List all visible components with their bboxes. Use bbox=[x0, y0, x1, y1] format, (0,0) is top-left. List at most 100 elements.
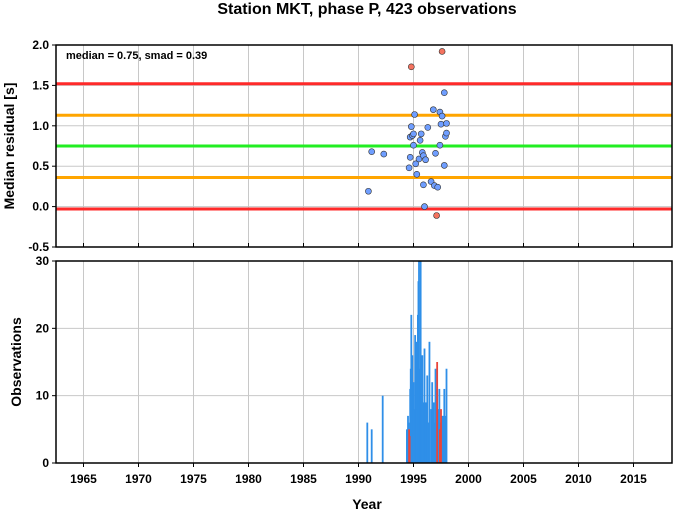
observation-bar bbox=[431, 382, 434, 463]
observation-bar bbox=[419, 261, 422, 463]
observation-bar bbox=[406, 429, 408, 463]
residual-point bbox=[410, 141, 417, 149]
observation-bars bbox=[366, 261, 448, 463]
observation-bar bbox=[432, 402, 435, 463]
residual-stats-annotation: median = 0.75, smad = 0.39 bbox=[66, 50, 207, 62]
year-x-axis-label: Year bbox=[352, 496, 382, 511]
observation-bar bbox=[442, 415, 445, 463]
observation-bar bbox=[408, 436, 411, 463]
residual-point bbox=[406, 154, 414, 161]
year-x-tick-label: 2010 bbox=[565, 472, 592, 486]
observations-y-tick-label: 30 bbox=[36, 254, 50, 268]
observation-bar bbox=[413, 409, 415, 463]
year-x-ticks: 1965 1970 1975 1980 1985 1990 1995 2000 2005 2010… bbox=[70, 463, 647, 486]
residual-point bbox=[424, 124, 432, 131]
residual-reference-lines bbox=[56, 82, 672, 211]
residual-point bbox=[422, 156, 429, 164]
observation-bar bbox=[440, 409, 442, 463]
residual-point bbox=[420, 181, 427, 189]
residual-point bbox=[443, 120, 450, 127]
residual-point bbox=[368, 148, 376, 155]
residual-point bbox=[407, 123, 415, 130]
observation-bar bbox=[381, 395, 384, 463]
observations-y-tick-label: 10 bbox=[36, 389, 50, 403]
observation-bar bbox=[426, 422, 429, 463]
observation-bar bbox=[370, 429, 373, 463]
observation-bar bbox=[421, 355, 424, 463]
observation-bar bbox=[438, 388, 441, 463]
residual-point bbox=[440, 162, 448, 169]
year-x-tick-label: 1980 bbox=[235, 472, 262, 486]
residual-y-tick-label: 1.0 bbox=[32, 119, 49, 133]
residual-point bbox=[410, 130, 417, 138]
residual-point bbox=[417, 130, 425, 138]
observation-bar bbox=[444, 415, 447, 463]
residual-point bbox=[421, 203, 428, 210]
year-x-tick-label: 1995 bbox=[400, 472, 427, 486]
year-x-tick-label: 1975 bbox=[180, 472, 207, 486]
observation-bar bbox=[415, 409, 418, 463]
residual-panel: -0.5 0.0 0.5 1.0 1.5 2.0 median = 0.75, smad … bbox=[1, 38, 673, 254]
residual-y-ticks: -0.5 0.0 0.5 1.0 1.5 2.0 bbox=[28, 38, 56, 254]
observations-panel: 0 10 20 30 1965 1970 1975 1980 1985 1990 1995 2000… bbox=[8, 254, 673, 511]
year-x-tick-label: 1970 bbox=[125, 472, 152, 486]
residual-y-tick-label: 0.5 bbox=[32, 159, 49, 173]
observation-bar bbox=[443, 388, 446, 463]
residual-point bbox=[440, 89, 448, 96]
residual-y-axis-label: Median residual [s] bbox=[1, 83, 17, 210]
year-x-tick-label: 2015 bbox=[620, 472, 647, 486]
observation-bar bbox=[423, 348, 426, 463]
observation-bar bbox=[366, 422, 369, 463]
residual-point bbox=[437, 120, 445, 128]
year-x-tick-label: 1990 bbox=[345, 472, 372, 486]
observations-y-tick-label: 20 bbox=[36, 321, 50, 335]
observation-bar bbox=[441, 415, 443, 463]
year-x-tick-label: 1965 bbox=[70, 472, 97, 486]
residual-point bbox=[416, 137, 424, 144]
observation-bar bbox=[439, 429, 441, 463]
residual-point bbox=[365, 187, 372, 195]
residual-y-tick-label: 2.0 bbox=[32, 38, 49, 52]
observation-bar bbox=[428, 341, 431, 463]
observation-bar bbox=[430, 409, 432, 463]
residual-point bbox=[415, 155, 423, 163]
residual-point bbox=[443, 129, 450, 137]
chart-title: Station MKT, phase P, 423 observations bbox=[217, 1, 516, 18]
residual-point bbox=[438, 112, 446, 120]
residual-point bbox=[413, 170, 421, 178]
observation-bar bbox=[426, 375, 429, 463]
observation-bar bbox=[436, 362, 439, 463]
observation-bar bbox=[410, 314, 413, 463]
residual-point bbox=[411, 111, 418, 118]
residual-point bbox=[405, 164, 413, 172]
residual-y-tick-label: 1.5 bbox=[32, 78, 49, 92]
observations-panel-frame bbox=[55, 260, 673, 464]
residual-point bbox=[434, 183, 442, 191]
observations-panel-background bbox=[56, 261, 672, 463]
year-x-tick-label: 1985 bbox=[290, 472, 317, 486]
residual-point bbox=[433, 212, 440, 219]
residual-y-tick-label: -0.5 bbox=[28, 240, 49, 254]
residual-point bbox=[380, 150, 388, 158]
residual-point bbox=[412, 160, 420, 168]
observation-bar bbox=[425, 415, 428, 463]
residual-point bbox=[407, 63, 415, 71]
observation-bar bbox=[445, 368, 448, 463]
residual-points bbox=[365, 48, 450, 219]
year-x-tick-label: 2005 bbox=[510, 472, 537, 486]
observations-y-axis-label: Observations bbox=[8, 317, 24, 407]
observations-y-ticks: 0 10 20 30 bbox=[36, 254, 56, 470]
residual-panel-frame bbox=[55, 44, 673, 248]
residual-point bbox=[432, 149, 439, 157]
year-x-tick-label: 2000 bbox=[455, 472, 482, 486]
observation-bar bbox=[415, 341, 418, 463]
observation-bar bbox=[414, 335, 417, 463]
residual-point bbox=[436, 141, 444, 149]
residual-y-tick-label: 0.0 bbox=[32, 200, 49, 214]
residual-point bbox=[429, 106, 437, 113]
residual-point bbox=[438, 48, 446, 55]
observation-bar bbox=[422, 402, 425, 463]
observations-y-tick-label: 0 bbox=[42, 456, 49, 470]
observation-bar bbox=[411, 355, 414, 463]
